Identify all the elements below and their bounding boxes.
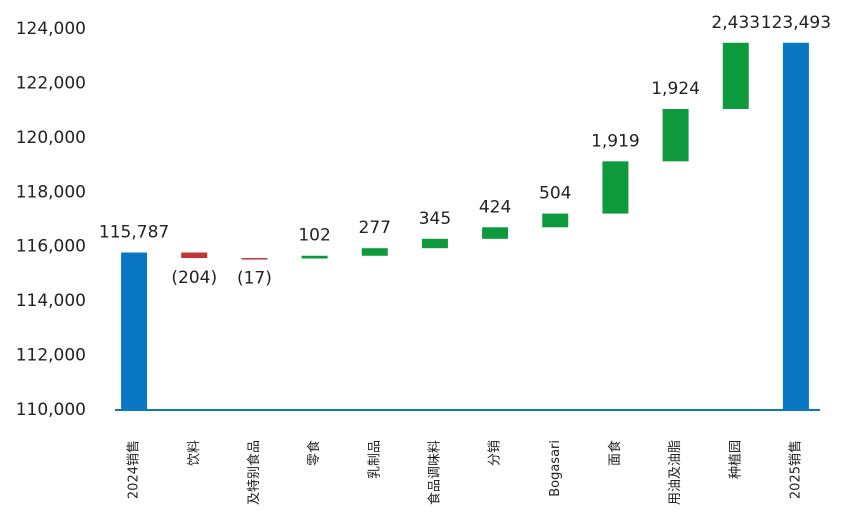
y-tick-label: 124,000 bbox=[16, 19, 86, 39]
y-tick-label: 112,000 bbox=[16, 346, 86, 366]
x-tick-label: 零食 bbox=[306, 440, 322, 466]
value-label: 123,493 bbox=[761, 13, 831, 33]
value-label: 115,787 bbox=[99, 223, 169, 243]
bar bbox=[722, 42, 749, 109]
x-tick-label: 乳制品 bbox=[367, 440, 382, 479]
x-tick-label: 2024销售 bbox=[126, 440, 142, 499]
bar bbox=[482, 227, 509, 239]
bar bbox=[542, 213, 569, 228]
bar bbox=[782, 42, 809, 411]
value-label: 345 bbox=[419, 209, 451, 229]
y-tick-label: 116,000 bbox=[16, 237, 86, 257]
x-tick-label: 种植园 bbox=[728, 440, 743, 479]
y-tick-label: 118,000 bbox=[16, 182, 86, 202]
bar bbox=[301, 255, 328, 259]
bar bbox=[241, 258, 268, 260]
y-tick-label: 114,000 bbox=[16, 291, 86, 311]
bar bbox=[361, 248, 388, 256]
value-label: 1,919 bbox=[591, 131, 640, 151]
value-label: 424 bbox=[479, 197, 511, 217]
bar bbox=[662, 108, 689, 162]
x-tick-label: 食品调味料 bbox=[426, 440, 442, 505]
value-label: 102 bbox=[298, 226, 330, 246]
value-label: 504 bbox=[539, 184, 571, 204]
y-tick-label: 120,000 bbox=[16, 128, 86, 148]
y-tick-label: 110,000 bbox=[16, 400, 86, 420]
bar bbox=[602, 161, 629, 214]
x-tick-label: 用油及油脂 bbox=[668, 440, 683, 505]
y-tick-label: 122,000 bbox=[16, 73, 86, 93]
bar bbox=[121, 252, 148, 410]
x-tick-label: Bogasari bbox=[548, 440, 563, 497]
x-tick-label: 及特别食品 bbox=[246, 440, 262, 505]
bar bbox=[181, 252, 208, 259]
value-label: (204) bbox=[171, 268, 217, 288]
value-label: 277 bbox=[359, 218, 391, 238]
x-tick-label: 面食 bbox=[607, 440, 623, 466]
x-tick-label: 饮料 bbox=[187, 440, 202, 466]
bar bbox=[421, 238, 448, 249]
value-label: 1,924 bbox=[651, 79, 700, 99]
x-tick-label: 分销 bbox=[488, 440, 503, 466]
value-label: (17) bbox=[237, 269, 272, 289]
value-label: 2,433 bbox=[711, 13, 760, 33]
x-tick-label: 2025销售 bbox=[787, 440, 803, 499]
